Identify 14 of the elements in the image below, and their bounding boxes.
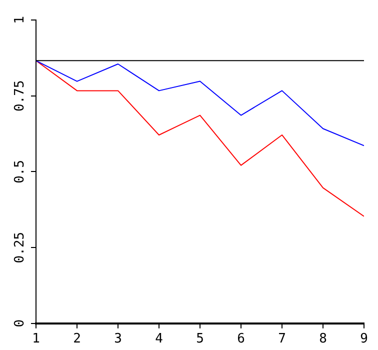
y-tick-label: 1 bbox=[12, 16, 28, 24]
x-tick-label: 4 bbox=[155, 332, 164, 347]
y-tick-label: 0 bbox=[12, 319, 28, 328]
y-tick-label: 0.25 bbox=[12, 232, 28, 264]
x-tick-label: 8 bbox=[319, 332, 327, 347]
x-tick-label: 5 bbox=[196, 332, 204, 347]
x-tick-label: 2 bbox=[73, 332, 81, 347]
y-tick-label: 0.75 bbox=[12, 80, 28, 112]
x-tick-label: 9 bbox=[360, 332, 368, 347]
x-tick-label: 7 bbox=[278, 332, 286, 347]
x-tick-label: 1 bbox=[32, 332, 40, 347]
x-tick-label: 3 bbox=[114, 332, 122, 347]
x-tick-label: 6 bbox=[237, 332, 245, 347]
y-tick-label: 0.5 bbox=[12, 160, 28, 184]
